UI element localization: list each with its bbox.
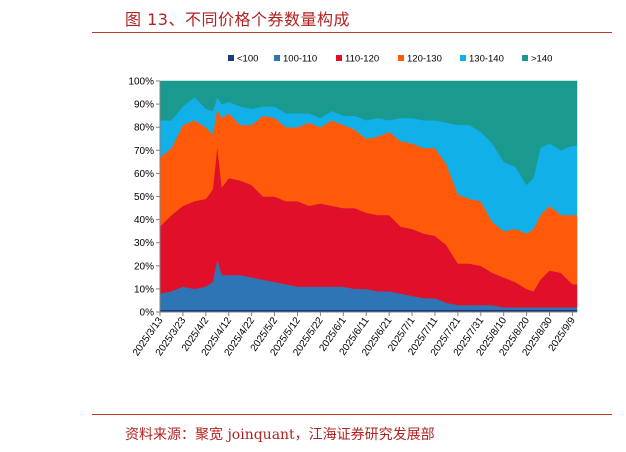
y-tick-label: 100% bbox=[128, 77, 154, 88]
legend: <100 100-110 110-120 120-130 130-140 >140 bbox=[228, 54, 552, 65]
y-tick-label: 20% bbox=[134, 261, 154, 272]
y-tick-label: 10% bbox=[134, 284, 154, 295]
legend-swatch bbox=[398, 55, 404, 61]
y-tick-label: 30% bbox=[134, 238, 154, 249]
legend-label: 130-140 bbox=[469, 54, 504, 65]
y-tick-label: 80% bbox=[134, 123, 154, 134]
area-series-group bbox=[159, 80, 578, 313]
legend-swatch bbox=[522, 55, 528, 61]
y-tick-label: 60% bbox=[134, 169, 154, 180]
legend-swatch bbox=[460, 55, 466, 61]
y-tick-label: 70% bbox=[134, 146, 154, 157]
top-divider bbox=[92, 32, 612, 33]
bottom-divider bbox=[92, 414, 612, 415]
legend-swatch bbox=[228, 55, 234, 61]
legend-swatch bbox=[336, 55, 342, 61]
y-tick-label: 40% bbox=[134, 215, 154, 226]
legend-label: 110-120 bbox=[345, 54, 379, 65]
legend-swatch bbox=[274, 55, 280, 61]
y-tick-label: 0% bbox=[140, 308, 155, 319]
area-series-5 bbox=[159, 80, 578, 186]
legend-label: 100-110 bbox=[283, 54, 317, 65]
legend-label: <100 bbox=[237, 54, 258, 65]
legend-label: 120-130 bbox=[407, 54, 442, 65]
y-tick-label: 90% bbox=[134, 100, 154, 111]
y-tick-label: 50% bbox=[134, 192, 154, 203]
figure-title: 图 13、不同价格个券数量构成 bbox=[125, 10, 350, 29]
legend-label: >140 bbox=[531, 54, 552, 65]
source-note: 资料来源：聚宽 joinquant，江海证券研究发展部 bbox=[125, 427, 435, 443]
